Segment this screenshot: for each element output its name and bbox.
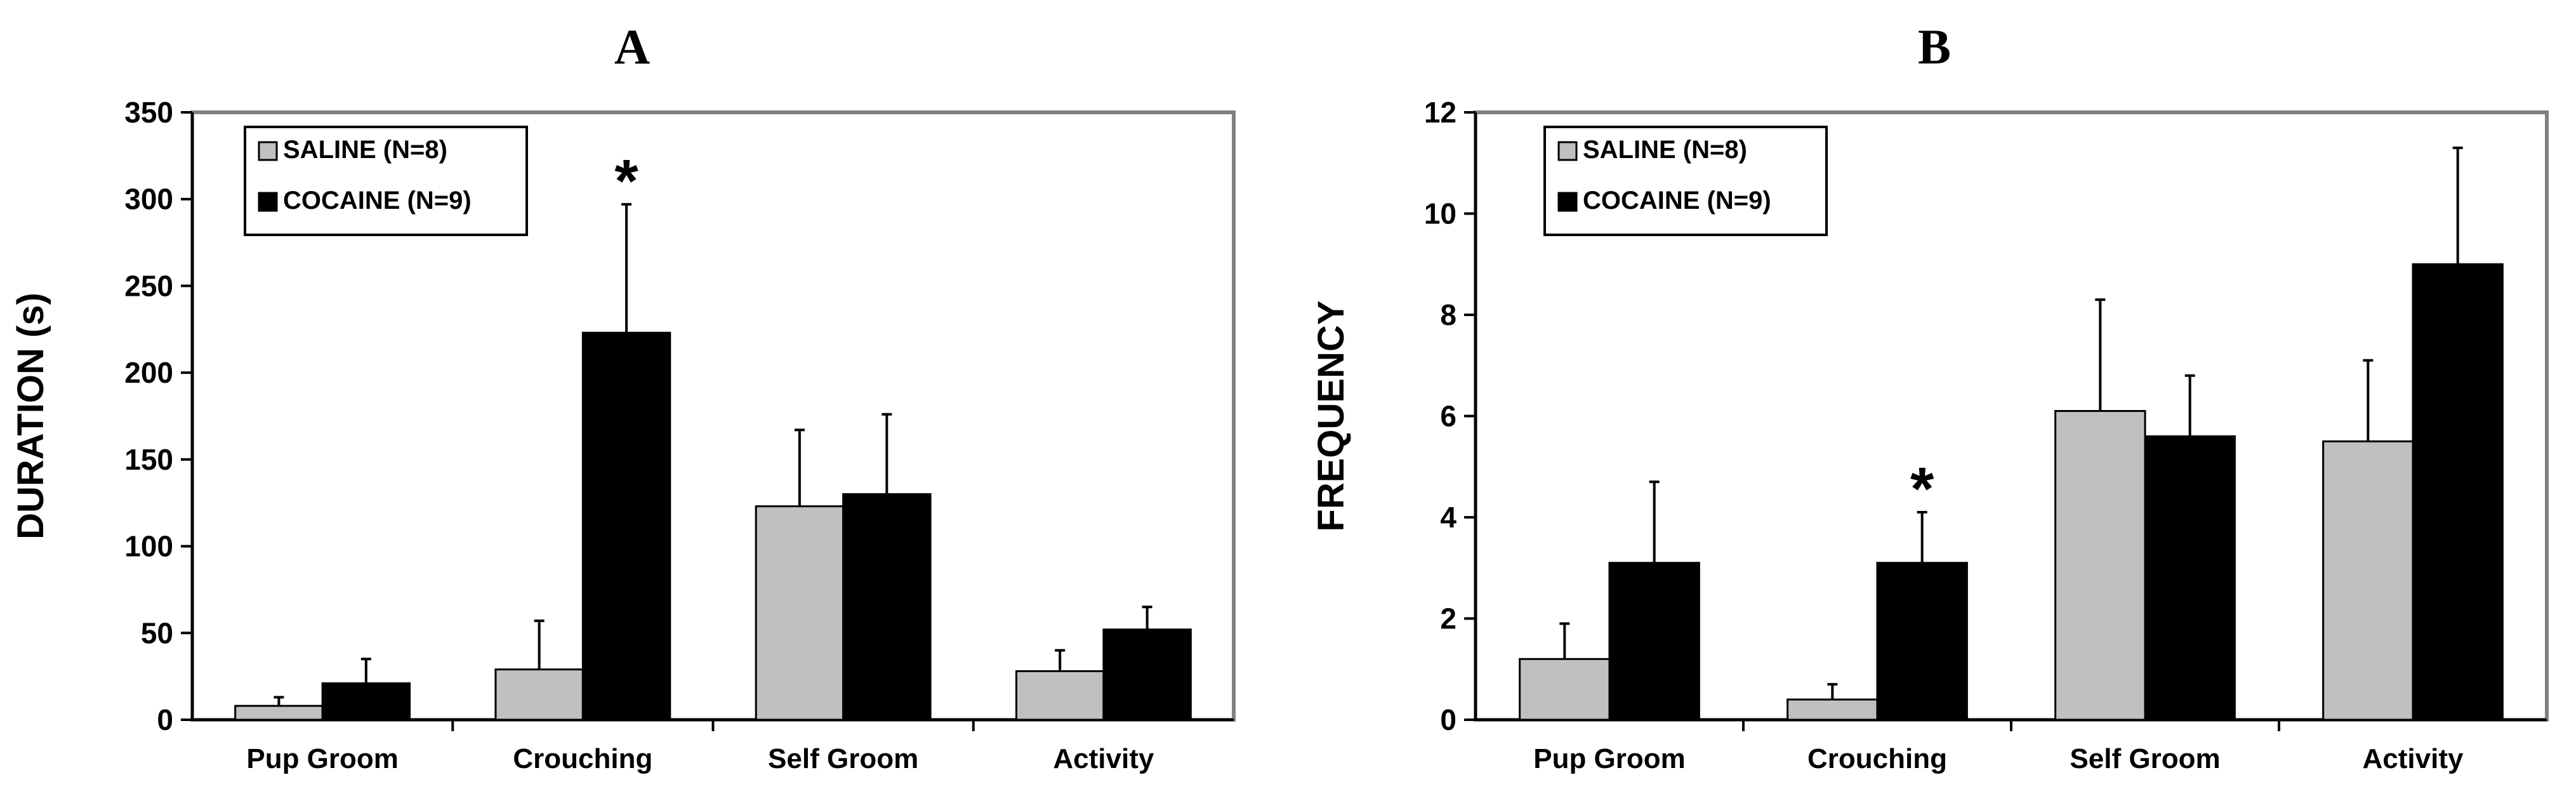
x-tick-label: Activity xyxy=(2363,743,2464,774)
bar-saline-crouching xyxy=(1787,698,1879,721)
legend-label: SALINE (N=8) xyxy=(1583,136,1747,164)
y-tick-label: 300 xyxy=(124,183,173,216)
y-tick-label: 10 xyxy=(1424,197,1456,230)
chart-panel-b: B 0 2 4 6 8 10 12 FREQUENCY Pup Groom Crouching Sel… xyxy=(1311,19,2549,774)
bar-cocaine-self-groom xyxy=(842,493,932,721)
legend-box xyxy=(244,126,528,236)
x-tick-label: Activity xyxy=(1053,743,1154,774)
x-tick-label: Crouching xyxy=(1807,743,1947,774)
legend: SALINE (N=8) COCAINE (N=9) xyxy=(1543,126,1828,236)
y-tick-label: 6 xyxy=(1440,400,1456,433)
legend-label: SALINE (N=8) xyxy=(283,136,447,164)
legend-label: COCAINE (N=9) xyxy=(283,187,472,215)
y-tick-label: 8 xyxy=(1440,298,1456,331)
y-tick-label: 100 xyxy=(124,530,173,563)
bar-cocaine-crouching xyxy=(581,331,671,721)
bar-saline-pup-groom xyxy=(234,705,324,721)
significance-star: * xyxy=(614,147,638,215)
bar-saline-self-groom xyxy=(2054,410,2146,721)
y-tick-label: 0 xyxy=(1440,703,1456,736)
bar-cocaine-crouching xyxy=(1876,562,1968,721)
y-tick-label: 0 xyxy=(157,703,173,736)
y-tick-label: 200 xyxy=(124,356,173,389)
legend-label: COCAINE (N=9) xyxy=(1583,187,1771,215)
y-axis-label: FREQUENCY xyxy=(1311,300,1352,531)
y-tick-label: 12 xyxy=(1424,96,1456,129)
panel-letter: A xyxy=(614,19,650,74)
x-tick-label: Self Groom xyxy=(768,743,918,774)
panel-letter: B xyxy=(1918,19,1951,74)
y-tick-label: 2 xyxy=(1440,602,1456,635)
legend-swatch xyxy=(1557,192,1578,212)
bar-saline-activity xyxy=(2322,440,2414,721)
bar-saline-pup-groom xyxy=(1519,658,1611,721)
bar-cocaine-activity xyxy=(1102,628,1192,721)
bar-saline-self-groom xyxy=(755,505,845,721)
y-tick-label: 250 xyxy=(124,269,173,302)
legend-swatch xyxy=(1557,141,1578,161)
legend: SALINE (N=8) COCAINE (N=9) xyxy=(244,126,528,236)
significance-star: * xyxy=(1910,455,1934,523)
x-tick-label: Pup Groom xyxy=(246,743,399,774)
bar-cocaine-pup-groom xyxy=(1608,562,1700,721)
bar-cocaine-pup-groom xyxy=(321,682,411,721)
y-tick-label: 4 xyxy=(1440,501,1456,534)
y-tick-label: 150 xyxy=(124,443,173,476)
legend-swatch xyxy=(258,141,278,161)
y-tick-label: 350 xyxy=(124,96,173,129)
y-axis-label: DURATION (s) xyxy=(10,293,51,540)
y-tick-label: 50 xyxy=(141,616,173,649)
x-tick-label: Crouching xyxy=(513,743,652,774)
legend-swatch xyxy=(258,192,278,212)
x-tick-label: Pup Groom xyxy=(1533,743,1686,774)
bar-cocaine-self-groom xyxy=(2144,435,2236,721)
chart-panel-a: A 0 50 100 150 200 250 300 350 DURATION (s) Pup Gr… xyxy=(10,19,1236,774)
x-tick-label: Self Groom xyxy=(2070,743,2220,774)
bar-cocaine-activity xyxy=(2412,263,2504,721)
bar-saline-crouching xyxy=(494,668,584,721)
bar-saline-activity xyxy=(1015,670,1105,721)
legend-box xyxy=(1543,126,1828,236)
